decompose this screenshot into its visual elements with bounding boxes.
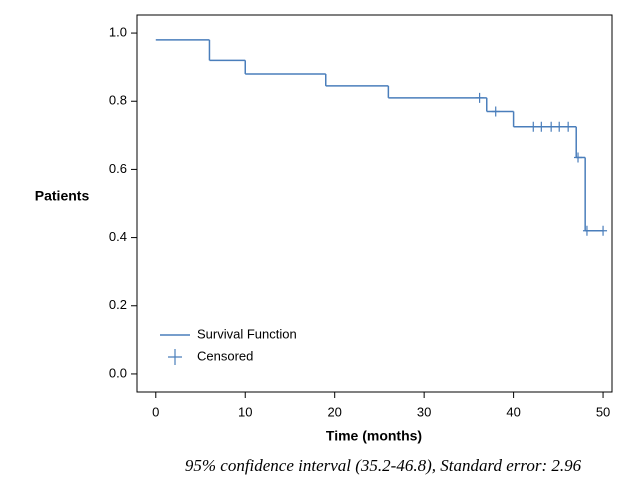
- plot-frame: [136, 14, 613, 393]
- censored-mark: [599, 225, 608, 236]
- y-tick-label: 1.0: [109, 25, 127, 40]
- censored-mark: [574, 152, 583, 163]
- legend-swatch: [168, 349, 182, 365]
- x-tick-label: 50: [596, 404, 610, 419]
- censored-mark: [529, 121, 538, 132]
- x-tick-label: 40: [506, 404, 520, 419]
- caption: 95% confidence interval (35.2-46.8), Sta…: [185, 456, 582, 475]
- x-tick-label: 30: [417, 404, 431, 419]
- legend-label: Survival Function: [197, 326, 297, 341]
- y-tick-label: 0.8: [109, 93, 127, 108]
- censored-mark: [564, 121, 573, 132]
- y-tick-label: 0.2: [109, 297, 127, 312]
- censored-mark: [537, 121, 546, 132]
- y-tick-label: 0.0: [109, 365, 127, 380]
- x-tick-label: 0: [152, 404, 159, 419]
- y-tick-label: 0.4: [109, 229, 127, 244]
- y-tick-label: 0.6: [109, 161, 127, 176]
- legend-label: Censored: [197, 348, 253, 363]
- censored-mark: [475, 92, 484, 103]
- censored-mark: [555, 121, 564, 132]
- x-axis-label: Time (months): [326, 428, 422, 444]
- censored-mark: [582, 225, 591, 236]
- x-tick-label: 20: [327, 404, 341, 419]
- censored-mark: [491, 106, 500, 117]
- y-axis-label: Patients: [35, 188, 90, 204]
- x-tick-label: 10: [238, 404, 252, 419]
- censored-mark: [547, 121, 556, 132]
